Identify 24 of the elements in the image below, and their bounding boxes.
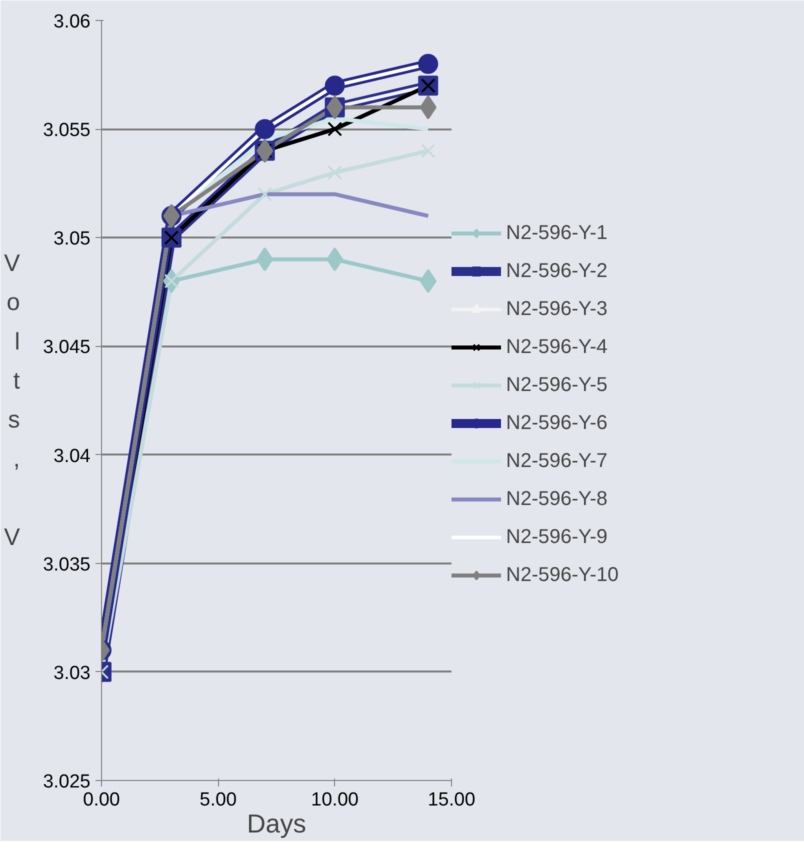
- y-tick-label: 3.055: [42, 120, 90, 142]
- legend-label: N2-596-Y-9: [506, 524, 608, 550]
- legend-label: N2-596-Y-3: [506, 296, 608, 322]
- legend-label: N2-596-Y-6: [506, 410, 608, 436]
- legend-label: N2-596-Y-2: [506, 258, 608, 284]
- y-tick-label: 3.04: [54, 446, 91, 467]
- y-tick-label: 3.06: [54, 12, 91, 32]
- legend-label: N2-596-Y-7: [506, 448, 608, 474]
- y-tick-label: 3.03: [54, 662, 91, 684]
- legend-label: N2-596-Y-4: [506, 334, 608, 360]
- x-tick-label: 5.00: [200, 790, 237, 810]
- y-tick-label: 3.045: [42, 337, 90, 358]
- x-tick-label: 10.00: [311, 790, 359, 810]
- x-axis-title: Days: [246, 808, 306, 838]
- text: Volts, V: [4, 250, 20, 552]
- legend-label: N2-596-Y-8: [506, 486, 608, 512]
- x-tick-label: 0.00: [83, 790, 120, 810]
- y-tick-label: 3.025: [42, 772, 90, 792]
- y-tick-label: 3.05: [54, 228, 91, 250]
- y-tick-label: 3.035: [42, 554, 90, 576]
- x-tick-label: 15.00: [428, 790, 476, 810]
- legend-label: N2-596-Y-5: [506, 372, 608, 398]
- legend-label: N2-596-Y-10: [506, 562, 619, 588]
- legend-label: N2-596-Y-1: [506, 220, 608, 246]
